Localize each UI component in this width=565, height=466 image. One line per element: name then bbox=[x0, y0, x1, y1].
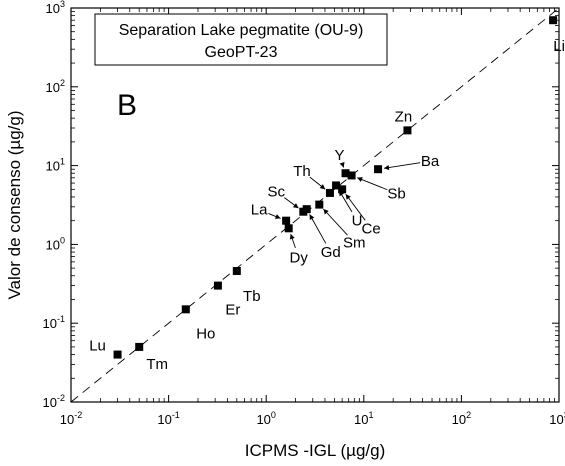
y-tick-label: 101 bbox=[46, 157, 65, 174]
arrow-ba bbox=[383, 162, 421, 169]
x-tick-label: 10-2 bbox=[60, 410, 82, 427]
data-point-tm bbox=[135, 342, 144, 351]
arrowhead-sb bbox=[357, 177, 363, 182]
title-box bbox=[94, 13, 388, 66]
arrowhead-gd bbox=[309, 214, 315, 221]
point-label-ce: Ce bbox=[362, 220, 381, 237]
point-label-ho: Ho bbox=[196, 325, 215, 342]
plot-frame bbox=[70, 7, 560, 403]
data-point-dy bbox=[284, 224, 293, 233]
data-point-zn bbox=[403, 126, 412, 135]
data-point-sc bbox=[299, 207, 308, 216]
axis-ticks: 10-2 10-1 100 101 102 103 10-2 10-1 100 101 102 103 bbox=[43, 0, 565, 427]
point-label-gd: Gd bbox=[321, 244, 341, 261]
data-point-li bbox=[549, 16, 558, 25]
point-label-u: U bbox=[352, 212, 363, 229]
point-label-lu: Lu bbox=[89, 338, 106, 355]
point-label-sm: Sm bbox=[343, 235, 366, 252]
data-point-th bbox=[325, 188, 334, 197]
point-label-y: Y bbox=[335, 147, 345, 164]
point-label-ba: Ba bbox=[421, 153, 440, 170]
arrow-sb bbox=[357, 177, 388, 191]
data-point-ho bbox=[181, 305, 190, 314]
arrow-sm bbox=[323, 208, 348, 236]
point-label-th: Th bbox=[293, 163, 311, 180]
data-point-lu bbox=[113, 350, 122, 359]
chart-subtitle: GeoPT-23 bbox=[205, 44, 278, 61]
x-tick-label: 101 bbox=[354, 410, 373, 427]
arrowhead-th bbox=[319, 184, 326, 190]
y-tick-label: 10-2 bbox=[43, 393, 65, 410]
x-axis-title: ICPMS -IGL (µg/g) bbox=[245, 441, 385, 460]
arrowhead-ce bbox=[345, 194, 351, 200]
point-label-er: Er bbox=[225, 302, 240, 319]
arrowhead-sc bbox=[292, 203, 299, 209]
data-point-sm bbox=[315, 200, 324, 209]
y-tick-label: 10-1 bbox=[43, 314, 65, 331]
label-arrows bbox=[268, 161, 421, 249]
point-label-zn: Zn bbox=[395, 108, 413, 125]
point-label-tb: Tb bbox=[243, 288, 261, 305]
x-tick-label: 102 bbox=[452, 410, 471, 427]
data-point-sb bbox=[347, 171, 356, 180]
x-tick-label: 100 bbox=[256, 410, 275, 427]
arrow-gd bbox=[309, 214, 327, 244]
x-tick-label: 103 bbox=[549, 410, 565, 427]
y-axis-title: Valor de consenso (µg/g) bbox=[5, 110, 24, 299]
data-point-la bbox=[282, 216, 291, 225]
point-label-dy: Dy bbox=[290, 249, 309, 266]
data-points bbox=[113, 16, 558, 359]
data-point-ce bbox=[338, 185, 347, 194]
x-tick-label: 10-1 bbox=[157, 410, 179, 427]
point-label-tm: Tm bbox=[146, 356, 168, 373]
y-tick-label: 102 bbox=[46, 78, 65, 95]
point-label-sc: Sc bbox=[268, 184, 286, 201]
data-point-u bbox=[332, 181, 341, 190]
chart-title: Separation Lake pegmatite (OU-9) bbox=[119, 22, 364, 39]
arrow-ce bbox=[345, 193, 366, 221]
arrowhead-sm bbox=[323, 209, 329, 215]
arrowhead-y bbox=[339, 161, 345, 168]
arrowhead-dy bbox=[289, 233, 295, 240]
panel-letter: B bbox=[117, 89, 137, 122]
data-point-er bbox=[213, 281, 222, 290]
point-label-li: Li bbox=[553, 38, 565, 55]
arrowhead-ba bbox=[383, 164, 390, 171]
y-tick-label: 100 bbox=[46, 235, 65, 252]
data-point-ba bbox=[374, 165, 383, 174]
one-to-one-reference-line bbox=[70, 7, 560, 403]
point-label-sb: Sb bbox=[387, 185, 405, 202]
y-tick-label: 103 bbox=[46, 0, 65, 16]
arrowhead-u bbox=[339, 190, 344, 197]
data-point-tb bbox=[232, 266, 241, 275]
arrowhead-la bbox=[274, 214, 281, 219]
data-point-y bbox=[341, 169, 350, 178]
point-label-la: La bbox=[251, 202, 268, 219]
